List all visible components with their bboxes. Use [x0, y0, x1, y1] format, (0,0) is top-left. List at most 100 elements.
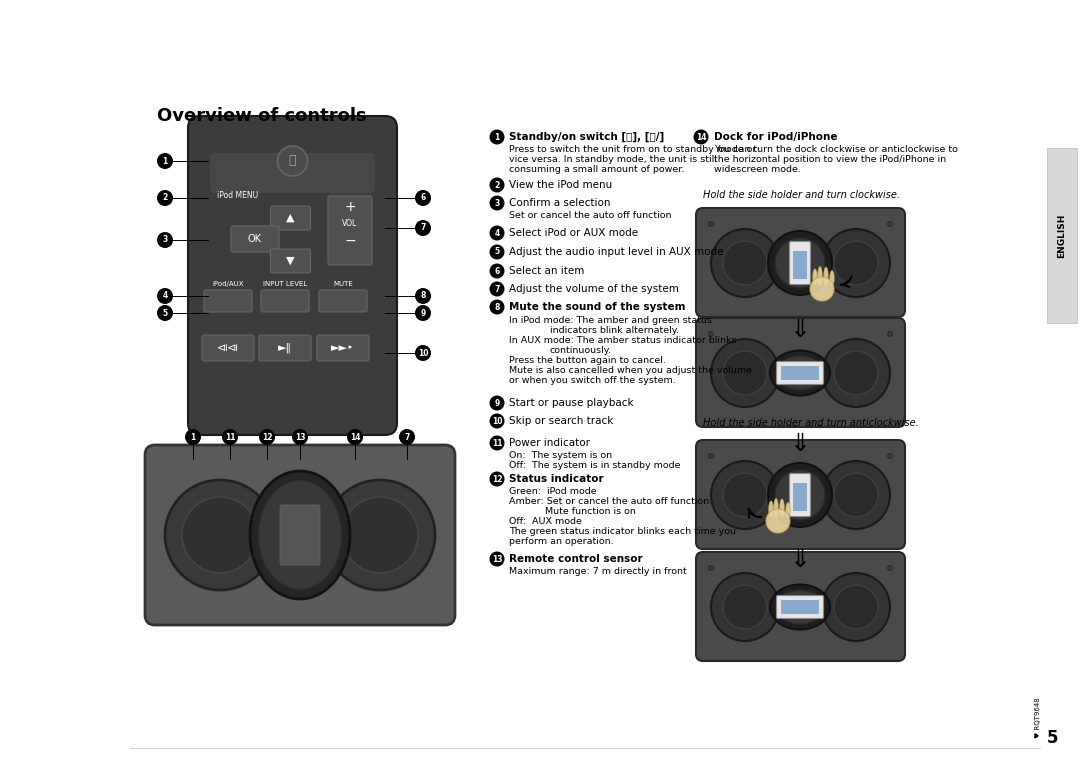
- Circle shape: [768, 463, 832, 527]
- Text: Off:  AUX mode: Off: AUX mode: [509, 517, 582, 526]
- Text: 3: 3: [162, 236, 167, 244]
- Text: ⇓: ⇓: [789, 548, 810, 572]
- Text: Adjust the volume of the system: Adjust the volume of the system: [509, 284, 679, 294]
- Text: 4: 4: [162, 291, 167, 301]
- Circle shape: [415, 190, 431, 206]
- Circle shape: [723, 585, 767, 629]
- Text: −: −: [345, 234, 355, 248]
- Circle shape: [489, 226, 504, 240]
- Text: The green status indicator blinks each time you: The green status indicator blinks each t…: [509, 527, 735, 536]
- Text: Skip or search track: Skip or search track: [509, 416, 613, 426]
- FancyBboxPatch shape: [696, 208, 905, 317]
- FancyBboxPatch shape: [777, 362, 824, 385]
- Circle shape: [292, 429, 308, 445]
- FancyBboxPatch shape: [270, 249, 311, 273]
- Text: MUTE: MUTE: [333, 281, 353, 287]
- Text: vice versa. In standby mode, the unit is still: vice versa. In standby mode, the unit is…: [509, 155, 717, 164]
- Bar: [793, 251, 807, 279]
- Circle shape: [489, 300, 504, 314]
- FancyBboxPatch shape: [789, 242, 810, 285]
- Circle shape: [157, 305, 173, 321]
- Circle shape: [711, 573, 779, 641]
- Text: 8: 8: [420, 291, 426, 301]
- Text: Maximum range: 7 m directly in front: Maximum range: 7 m directly in front: [509, 567, 687, 576]
- Text: 7: 7: [420, 224, 426, 233]
- Text: Dock for iPod/iPhone: Dock for iPod/iPhone: [714, 132, 837, 142]
- Circle shape: [693, 130, 708, 144]
- Circle shape: [185, 429, 201, 445]
- Text: ♥ RQT9648: ♥ RQT9648: [1035, 697, 1041, 739]
- Circle shape: [888, 453, 892, 459]
- Text: ▼: ▼: [286, 256, 295, 266]
- Circle shape: [822, 573, 890, 641]
- Text: 5: 5: [1047, 729, 1057, 747]
- Text: 5: 5: [495, 247, 500, 256]
- Circle shape: [822, 229, 890, 297]
- Text: 12: 12: [491, 475, 502, 484]
- FancyBboxPatch shape: [696, 440, 905, 549]
- Circle shape: [222, 429, 238, 445]
- Text: 10: 10: [418, 349, 429, 358]
- Text: continuously.: continuously.: [550, 346, 612, 355]
- Circle shape: [165, 480, 275, 590]
- Text: ▲: ▲: [286, 213, 295, 223]
- Text: ►‖: ►‖: [278, 343, 292, 353]
- Text: 7: 7: [495, 285, 500, 294]
- Text: 5: 5: [162, 308, 167, 317]
- FancyBboxPatch shape: [204, 290, 252, 312]
- Text: Press the button again to cancel.: Press the button again to cancel.: [509, 356, 666, 365]
- Circle shape: [157, 288, 173, 304]
- Circle shape: [489, 263, 504, 278]
- Ellipse shape: [813, 269, 818, 285]
- Text: 13: 13: [491, 555, 502, 564]
- Ellipse shape: [786, 503, 791, 517]
- Circle shape: [489, 552, 504, 566]
- Text: 3: 3: [495, 198, 500, 208]
- Text: Remote control sensor: Remote control sensor: [509, 554, 643, 564]
- Circle shape: [489, 395, 504, 410]
- Text: the horizontal position to view the iPod/iPhone in: the horizontal position to view the iPod…: [714, 155, 946, 164]
- Text: iPod/AUX: iPod/AUX: [213, 281, 244, 287]
- FancyBboxPatch shape: [145, 445, 455, 625]
- Text: Select an item: Select an item: [509, 266, 584, 276]
- FancyBboxPatch shape: [259, 335, 311, 361]
- Text: 8: 8: [495, 302, 500, 311]
- Circle shape: [775, 470, 825, 520]
- Ellipse shape: [780, 499, 784, 517]
- Circle shape: [822, 339, 890, 407]
- Text: 6: 6: [420, 194, 426, 202]
- Circle shape: [157, 190, 173, 206]
- Circle shape: [489, 244, 504, 259]
- Circle shape: [325, 480, 435, 590]
- Circle shape: [708, 331, 714, 336]
- Text: +: +: [345, 200, 355, 214]
- FancyBboxPatch shape: [328, 196, 372, 265]
- Circle shape: [711, 339, 779, 407]
- Circle shape: [489, 178, 504, 192]
- Text: or when you switch off the system.: or when you switch off the system.: [509, 376, 676, 385]
- Circle shape: [415, 345, 431, 361]
- Text: Standby/on switch [⏻], [⏻/]: Standby/on switch [⏻], [⏻/]: [509, 132, 664, 142]
- Text: ⏻: ⏻: [288, 154, 296, 168]
- Text: INPUT LEVEL: INPUT LEVEL: [262, 281, 307, 287]
- Circle shape: [834, 585, 878, 629]
- Circle shape: [347, 429, 363, 445]
- Text: ⇓: ⇓: [789, 432, 810, 456]
- Circle shape: [399, 429, 415, 445]
- Circle shape: [489, 282, 504, 297]
- Text: Press to switch the unit from on to standby mode or: Press to switch the unit from on to stan…: [509, 145, 756, 154]
- FancyBboxPatch shape: [789, 474, 810, 517]
- Text: 6: 6: [495, 266, 500, 275]
- Circle shape: [708, 453, 714, 459]
- Circle shape: [834, 351, 878, 395]
- Text: Mute is also cancelled when you adjust the volume: Mute is also cancelled when you adjust t…: [509, 366, 752, 375]
- Circle shape: [834, 473, 878, 517]
- Text: ⧏⧏: ⧏⧏: [217, 343, 239, 353]
- Text: View the iPod menu: View the iPod menu: [509, 180, 612, 190]
- Circle shape: [489, 130, 504, 144]
- Bar: [781, 600, 819, 614]
- Text: Green:  iPod mode: Green: iPod mode: [509, 487, 596, 496]
- Text: Mute the sound of the system: Mute the sound of the system: [509, 302, 686, 312]
- Bar: [793, 483, 807, 511]
- FancyBboxPatch shape: [318, 335, 369, 361]
